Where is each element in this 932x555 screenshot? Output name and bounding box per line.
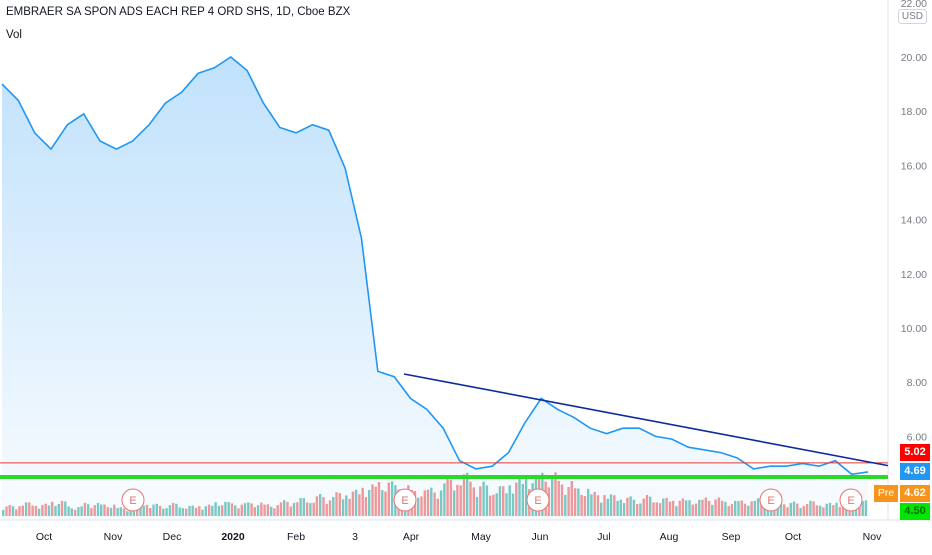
time-tick-label: Oct [36,531,52,543]
price-tick-label: 22.00 [901,0,927,10]
price-tick-label: 6.00 [907,431,928,443]
premarket-label: Pre [874,485,898,502]
price-tick-label: 14.00 [901,215,927,227]
earnings-marker-label: E [847,495,854,507]
time-tick-label: Oct [785,531,801,543]
earnings-marker [121,488,145,512]
support-price-badge: 4.50 [900,503,930,520]
earnings-marker [839,488,863,512]
time-tick-label: Feb [287,531,305,543]
earnings-marker [526,488,550,512]
time-tick-label: May [471,531,492,543]
price-tick-label: 18.00 [901,106,927,118]
time-tick-label: 2020 [221,531,245,543]
time-tick-label: Apr [403,531,420,543]
price-tick-label: 10.00 [901,323,927,335]
time-tick-label: Dec [163,531,182,543]
earnings-marker-label: E [401,495,408,507]
time-tick-label: Aug [660,531,679,543]
time-tick-label: Jul [597,531,610,543]
trendline [403,373,889,467]
time-tick-label: 3 [352,531,358,543]
price-tick-label: 16.00 [901,160,927,172]
volume-label: Vol [6,29,22,41]
premarket-price-badge: 4.62 [900,485,930,502]
resistance-price-badge: 5.02 [900,444,930,461]
time-tick-label: Jun [532,531,549,543]
earnings-marker-label: E [767,495,774,507]
last-price-badge: 4.69 [900,463,930,480]
price-tick-label: 12.00 [901,269,927,281]
time-tick-label: Sep [722,531,741,543]
earnings-marker-label: E [129,495,136,507]
earnings-marker-label: E [534,495,541,507]
earnings-marker [393,488,417,512]
price-tick-label: 8.00 [907,377,928,389]
price-tick-label: 20.00 [901,52,927,64]
time-tick-label: Nov [863,531,882,543]
time-tick-label: Nov [104,531,123,543]
price-line [1,56,869,476]
earnings-marker [759,488,783,512]
symbol-title: EMBRAER SA SPON ADS EACH REP 4 ORD SHS, … [6,6,351,18]
currency-label[interactable]: USD [897,9,927,24]
price-area-fill [2,57,868,520]
